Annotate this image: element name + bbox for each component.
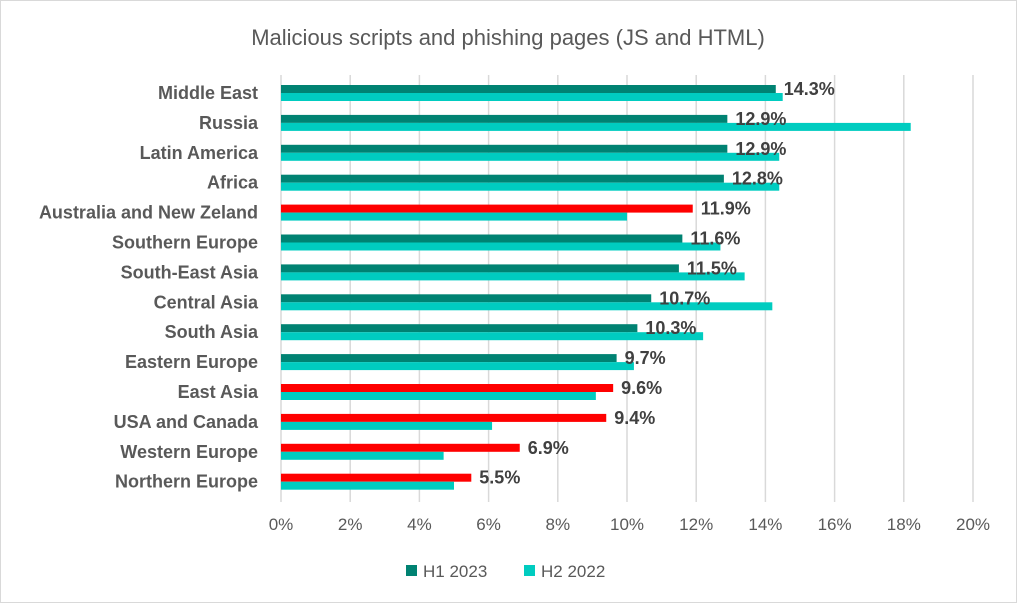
data-label: 12.9%	[735, 139, 786, 159]
bar-h2-2022	[281, 122, 911, 131]
category-label: Australia and New Zeland	[39, 203, 258, 223]
data-label: 10.7%	[659, 288, 710, 308]
x-tick-label: 16%	[818, 515, 852, 534]
category-label: Africa	[207, 173, 259, 193]
x-tick-label: 20%	[956, 515, 990, 534]
legend-label: H2 2022	[541, 562, 605, 581]
bar-h2-2022	[281, 212, 627, 221]
bar-h2-2022	[281, 272, 745, 281]
bar-h1-2023	[281, 324, 638, 333]
bar-h1-2023	[281, 264, 679, 273]
bar-h1-2023	[281, 204, 693, 213]
data-label: 12.8%	[732, 169, 783, 189]
bar-h2-2022	[281, 481, 454, 490]
chart-title: Malicious scripts and phishing pages (JS…	[251, 25, 765, 50]
data-label: 11.6%	[690, 229, 740, 249]
data-label: 5.5%	[479, 468, 520, 488]
bar-h1-2023	[281, 144, 728, 153]
bar-h2-2022	[281, 362, 634, 371]
bar-h2-2022	[281, 242, 721, 251]
legend-swatch	[524, 565, 535, 576]
bar-h1-2023	[281, 443, 520, 452]
bar-h1-2023	[281, 114, 728, 123]
legend-swatch	[406, 565, 417, 576]
category-label: East Asia	[178, 382, 259, 402]
data-label: 11.5%	[687, 258, 737, 278]
bar-h2-2022	[281, 93, 783, 101]
bar-h1-2023	[281, 354, 617, 363]
bar-h1-2023	[281, 384, 614, 392]
bar-h2-2022	[281, 302, 773, 311]
category-label: South Asia	[165, 322, 259, 342]
x-tick-label: 18%	[887, 515, 921, 534]
bar-h2-2022	[281, 451, 444, 460]
x-tick-label: 4%	[407, 515, 432, 534]
data-label: 10.3%	[645, 318, 696, 338]
category-label: Western Europe	[120, 442, 258, 462]
x-tick-label: 10%	[610, 515, 644, 534]
bar-h1-2023	[281, 413, 607, 422]
bar-h2-2022	[281, 332, 704, 341]
bar-h1-2023	[281, 85, 776, 93]
data-label: 14.3%	[784, 79, 835, 99]
category-label: USA and Canada	[114, 412, 259, 432]
x-tick-label: 12%	[679, 515, 713, 534]
x-tick-label: 8%	[546, 515, 571, 534]
data-label: 9.4%	[614, 408, 655, 428]
data-label: 6.9%	[528, 438, 569, 458]
x-tick-label: 6%	[476, 515, 501, 534]
bar-h2-2022	[281, 152, 780, 161]
bar-h1-2023	[281, 234, 683, 243]
x-tick-label: 14%	[748, 515, 782, 534]
category-label: Latin America	[140, 143, 259, 163]
category-label: Central Asia	[154, 292, 259, 312]
bar-h2-2022	[281, 421, 493, 430]
category-label: South-East Asia	[121, 262, 259, 282]
bar-h2-2022	[281, 182, 780, 191]
bar-h1-2023	[281, 473, 472, 482]
legend-label: H1 2023	[423, 562, 487, 581]
x-tick-label: 2%	[338, 515, 363, 534]
category-label: Eastern Europe	[125, 352, 258, 372]
category-label: Middle East	[158, 83, 258, 103]
data-label: 9.7%	[625, 348, 666, 368]
category-label: Northern Europe	[115, 472, 258, 492]
category-label: Russia	[199, 113, 259, 133]
bar-h1-2023	[281, 174, 724, 183]
x-tick-label: 0%	[269, 515, 294, 534]
data-label: 12.9%	[735, 109, 786, 129]
data-label: 9.6%	[621, 378, 662, 398]
category-label: Southern Europe	[112, 233, 258, 253]
bar-h1-2023	[281, 294, 652, 303]
data-label: 11.9%	[701, 199, 751, 219]
bar-h2-2022	[281, 392, 596, 400]
